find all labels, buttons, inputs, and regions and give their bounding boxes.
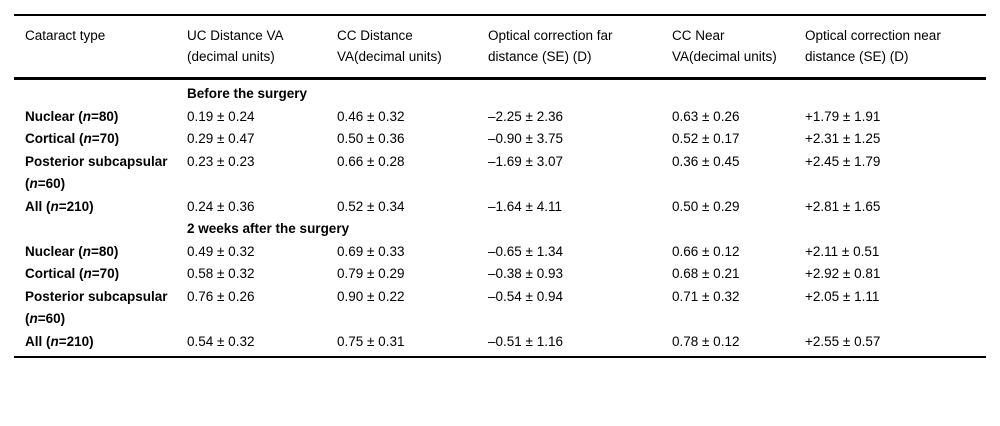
- row-label-text: =70): [91, 266, 120, 281]
- data-cell: 0.63 ± 0.26: [672, 108, 740, 124]
- data-cell: 0.52 ± 0.34: [337, 198, 405, 214]
- data-cell: 0.66 ± 0.28: [337, 153, 405, 169]
- row-label: Nuclear (n=80): [14, 106, 176, 129]
- data-cell: –0.90 ± 3.75: [488, 131, 563, 146]
- column-header-optical-correction-near: Optical correction near distance (SE) (D…: [794, 15, 986, 80]
- data-cell: –0.65 ± 1.34: [488, 243, 563, 259]
- data-cell: 0.19 ± 0.24: [187, 108, 255, 124]
- data-cell: +1.79 ± 1.91: [805, 108, 881, 124]
- data-cell: +2.92 ± 0.81: [805, 266, 881, 281]
- data-cell: 0.79 ± 0.29: [337, 266, 405, 281]
- table-row: Nuclear (n=80) 0.49 ± 0.32 0.69 ± 0.33 –…: [14, 241, 986, 264]
- data-cell: 0.90 ± 0.22: [337, 288, 405, 304]
- row-label-text: Cortical (: [25, 266, 84, 281]
- data-cell: +2.05 ± 1.11: [805, 288, 880, 304]
- table-row: Cortical (n=70) 0.58 ± 0.32 0.79 ± 0.29 …: [14, 263, 986, 286]
- table-row: Nuclear (n=80) 0.19 ± 0.24 0.46 ± 0.32 –…: [14, 106, 986, 129]
- data-cell: –0.38 ± 0.93: [488, 266, 563, 281]
- row-label-text: Nuclear (: [25, 243, 83, 259]
- row-label-text: =70): [91, 131, 120, 146]
- row-label: Cortical (n=70): [14, 128, 176, 151]
- row-label: Posterior subcapsular (n=60): [14, 151, 176, 196]
- row-label-text: =80): [91, 108, 119, 124]
- row-label-text: All (: [25, 333, 51, 349]
- data-cell: 0.68 ± 0.21: [672, 266, 740, 281]
- row-label-text: Nuclear (: [25, 108, 83, 124]
- row-label-text: =60): [37, 311, 66, 326]
- row-label-text: Posterior subcapsular (: [25, 288, 168, 327]
- row-label: Nuclear (n=80): [14, 241, 176, 264]
- column-header-cc-distance-va: CC Distance VA(decimal units): [326, 15, 477, 80]
- data-cell: +2.81 ± 1.65: [805, 198, 881, 214]
- row-label-text: =210): [58, 333, 94, 349]
- row-label-text: All (: [25, 198, 51, 214]
- data-cell: 0.50 ± 0.36: [337, 131, 405, 146]
- header-row: Cataract type UC Distance VA (decimal un…: [14, 15, 986, 80]
- row-label-n: n: [50, 333, 59, 349]
- row-label: All (n=210): [14, 331, 176, 358]
- data-cell: +2.31 ± 1.25: [805, 131, 881, 146]
- row-label-n: n: [82, 108, 92, 124]
- row-label-n: n: [29, 311, 38, 326]
- table-container: Cataract type UC Distance VA (decimal un…: [14, 14, 986, 358]
- row-label: All (n=210): [14, 196, 176, 219]
- row-label-text: Posterior subcapsular (: [25, 153, 168, 192]
- data-cell: –0.54 ± 0.94: [488, 288, 563, 304]
- empty-cell: [14, 79, 176, 106]
- row-label-n: n: [50, 198, 59, 214]
- row-label-text: Cortical (: [25, 131, 84, 146]
- data-cell: 0.71 ± 0.32: [672, 288, 740, 304]
- cataract-results-table: Cataract type UC Distance VA (decimal un…: [14, 14, 986, 358]
- section-header: 2 weeks after the surgery: [187, 221, 350, 236]
- data-cell: 0.75 ± 0.31: [337, 333, 405, 349]
- table-row: Posterior subcapsular (n=60) 0.23 ± 0.23…: [14, 151, 986, 196]
- row-label-text: =80): [91, 243, 119, 259]
- section-header: Before the surgery: [187, 86, 308, 101]
- table-row: All (n=210) 0.24 ± 0.36 0.52 ± 0.34 –1.6…: [14, 196, 986, 219]
- data-cell: –2.25 ± 2.36: [488, 108, 563, 124]
- table-row: Cortical (n=70) 0.29 ± 0.47 0.50 ± 0.36 …: [14, 128, 986, 151]
- column-header-uc-distance-va: UC Distance VA (decimal units): [176, 15, 326, 80]
- data-cell: –1.64 ± 4.11: [488, 198, 562, 214]
- row-label-n: n: [82, 243, 92, 259]
- data-cell: –0.51 ± 1.16: [488, 333, 563, 349]
- section-row-before-surgery: Before the surgery: [14, 79, 986, 106]
- data-cell: +2.11 ± 0.51: [805, 243, 880, 259]
- data-cell: 0.49 ± 0.32: [187, 243, 255, 259]
- data-cell: 0.50 ± 0.29: [672, 198, 740, 214]
- data-cell: 0.24 ± 0.36: [187, 198, 255, 214]
- empty-cell: [14, 218, 176, 241]
- data-cell: +2.55 ± 0.57: [805, 333, 881, 349]
- table-row: All (n=210) 0.54 ± 0.32 0.75 ± 0.31 –0.5…: [14, 331, 986, 358]
- data-cell: 0.36 ± 0.45: [672, 153, 740, 169]
- data-cell: 0.23 ± 0.23: [187, 153, 255, 169]
- table-body: Before the surgery Nuclear (n=80) 0.19 ±…: [14, 79, 986, 358]
- row-label: Cortical (n=70): [14, 263, 176, 286]
- row-label-text: =210): [58, 198, 94, 214]
- table-header: Cataract type UC Distance VA (decimal un…: [14, 15, 986, 80]
- row-label-text: =60): [37, 176, 66, 191]
- data-cell: –1.69 ± 3.07: [488, 153, 563, 169]
- row-label-n: n: [29, 176, 38, 191]
- data-cell: 0.54 ± 0.32: [187, 333, 255, 349]
- data-cell: 0.52 ± 0.17: [672, 131, 740, 146]
- row-label: Posterior subcapsular (n=60): [14, 286, 176, 331]
- data-cell: 0.76 ± 0.26: [187, 288, 255, 304]
- data-cell: 0.78 ± 0.12: [672, 333, 740, 349]
- data-cell: 0.46 ± 0.32: [337, 108, 405, 124]
- data-cell: +2.45 ± 1.79: [805, 153, 881, 169]
- data-cell: 0.29 ± 0.47: [187, 131, 255, 146]
- data-cell: 0.58 ± 0.32: [187, 266, 255, 281]
- row-label-n: n: [83, 131, 92, 146]
- data-cell: 0.66 ± 0.12: [672, 243, 740, 259]
- column-header-cc-near-va: CC Near VA(decimal units): [661, 15, 794, 80]
- column-header-optical-correction-far: Optical correction far distance (SE) (D): [477, 15, 661, 80]
- section-row-after-surgery: 2 weeks after the surgery: [14, 218, 986, 241]
- table-row: Posterior subcapsular (n=60) 0.76 ± 0.26…: [14, 286, 986, 331]
- data-cell: 0.69 ± 0.33: [337, 243, 405, 259]
- column-header-cataract-type: Cataract type: [14, 15, 176, 80]
- row-label-n: n: [83, 266, 92, 281]
